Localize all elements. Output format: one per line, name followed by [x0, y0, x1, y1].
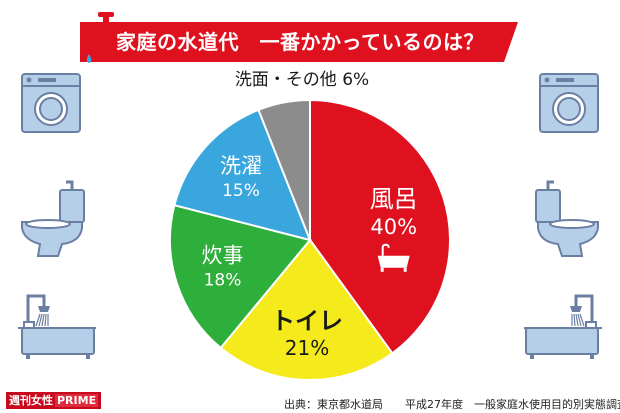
slice-label: 洗面・その他 6% [235, 70, 369, 90]
bathtub-shower-icon [524, 294, 602, 359]
brand-name-part1: 週刊女性 [9, 394, 53, 407]
brand-name-part2: PRIME [55, 394, 99, 407]
slice-value: 15% [222, 181, 260, 201]
brand-logo: 週刊女性 PRIME [6, 392, 102, 409]
pie-slice [309, 98, 451, 355]
toilet-icon [535, 180, 599, 257]
source-note: 出典：東京都水道局 平成27年度 一般家庭水使用目的別実態調査 [284, 398, 620, 411]
pie-slice [257, 98, 311, 241]
title-banner-shape [80, 22, 518, 62]
washing-machine-icon [21, 73, 81, 133]
pie-slice [173, 108, 312, 242]
toilet-icon [21, 180, 85, 257]
washing-machine-icon [539, 73, 599, 133]
pie-slice [169, 203, 312, 350]
slice-label: 炊事 [202, 243, 244, 267]
slice-value: 21% [285, 336, 329, 360]
title-banner [80, 22, 518, 62]
slice-value: 18% [204, 270, 242, 290]
slice-label: 風呂 [370, 185, 418, 213]
slice-value: 40% [370, 215, 417, 239]
slice-label: 洗濯 [220, 154, 262, 178]
faucet-icon [82, 12, 120, 63]
bathtub-icon [377, 243, 410, 272]
chart-title: 家庭の水道代 一番かかっているのは？ [116, 30, 484, 54]
slice-label: トイレ [271, 307, 343, 335]
pie-slice [219, 238, 394, 381]
bathtub-shower-icon [18, 294, 96, 359]
